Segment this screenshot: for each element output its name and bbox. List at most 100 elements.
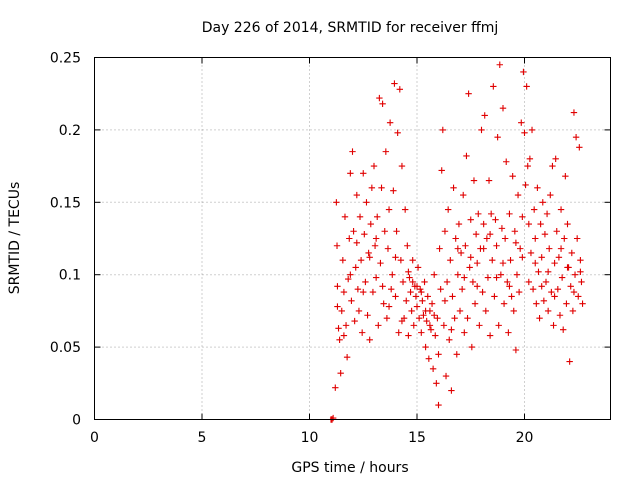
data-point	[391, 80, 398, 87]
data-point	[349, 148, 356, 155]
data-point	[393, 228, 400, 235]
data-point	[361, 230, 368, 238]
data-point	[385, 206, 393, 213]
data-point	[363, 199, 370, 206]
y-tick-label: 0.2	[59, 123, 81, 139]
data-point	[448, 326, 455, 333]
data-point	[386, 119, 394, 126]
data-point	[422, 307, 429, 315]
data-point	[474, 283, 481, 290]
data-point	[544, 307, 552, 315]
data-point	[469, 278, 477, 286]
data-point	[390, 187, 397, 194]
data-point	[556, 312, 564, 319]
data-point	[437, 285, 444, 293]
data-point	[464, 314, 471, 322]
data-point	[495, 322, 502, 329]
data-point	[549, 162, 556, 170]
data-point	[519, 254, 526, 261]
data-point	[377, 259, 384, 267]
data-point	[439, 126, 446, 134]
data-point	[412, 293, 420, 300]
data-point	[465, 90, 472, 97]
data-point	[519, 213, 526, 220]
data-point	[342, 322, 350, 329]
data-point	[451, 314, 458, 322]
data-point	[405, 268, 412, 276]
data-point	[548, 288, 555, 296]
data-point	[528, 126, 536, 134]
x-tick-label: 20	[516, 430, 534, 446]
data-point	[497, 271, 505, 278]
data-point	[332, 384, 339, 391]
data-point	[427, 326, 435, 333]
data-point	[467, 216, 474, 223]
data-point	[540, 297, 548, 304]
data-point	[429, 365, 437, 373]
data-point	[525, 220, 532, 228]
data-point	[389, 271, 396, 278]
data-point	[339, 257, 347, 264]
data-point	[501, 235, 509, 242]
data-point	[350, 228, 357, 235]
data-point	[348, 297, 355, 304]
data-point	[567, 283, 574, 290]
data-point	[509, 173, 516, 180]
data-point	[571, 271, 579, 278]
x-axis-title: GPS time / hours	[291, 460, 408, 476]
data-point	[554, 285, 562, 293]
data-point	[514, 191, 522, 199]
data-point	[413, 303, 421, 310]
data-point	[560, 326, 567, 333]
data-point	[534, 184, 541, 192]
data-point	[398, 317, 406, 325]
data-point	[334, 303, 341, 310]
data-point	[577, 268, 584, 276]
data-point	[333, 199, 340, 206]
data-point	[479, 288, 486, 296]
data-point	[572, 133, 580, 141]
data-point	[573, 235, 581, 242]
data-point	[535, 268, 542, 276]
data-point	[506, 283, 513, 290]
data-point	[369, 288, 377, 296]
data-point	[466, 264, 473, 271]
y-axis-title: SRMTID / TECUs	[7, 182, 23, 295]
data-point	[463, 152, 470, 160]
data-point	[447, 257, 454, 264]
data-point	[532, 259, 539, 267]
data-point	[366, 336, 373, 344]
data-point	[461, 329, 468, 336]
data-point	[457, 249, 465, 257]
data-point	[493, 274, 500, 281]
y-tick-label: 0.25	[50, 51, 81, 67]
data-point	[544, 268, 552, 276]
data-point	[379, 283, 386, 290]
data-point	[340, 288, 348, 296]
data-point	[360, 288, 367, 296]
data-point	[536, 314, 543, 322]
data-point	[468, 343, 476, 351]
data-point	[420, 312, 427, 319]
data-point	[453, 351, 460, 358]
data-point	[458, 285, 466, 293]
data-point	[480, 220, 487, 228]
data-point	[557, 206, 565, 213]
data-point	[505, 329, 512, 336]
data-point	[388, 285, 395, 293]
data-point	[475, 210, 482, 218]
data-point	[375, 322, 382, 329]
data-point	[431, 271, 438, 278]
data-point	[396, 86, 403, 93]
data-point	[347, 170, 354, 177]
x-tick-label: 15	[408, 430, 426, 446]
data-point	[381, 228, 388, 235]
data-point	[413, 283, 421, 290]
data-point	[428, 300, 436, 307]
data-point	[441, 297, 449, 304]
data-point	[452, 235, 459, 242]
data-point	[530, 206, 538, 213]
data-point	[362, 278, 369, 286]
data-point	[520, 68, 527, 76]
data-point	[407, 288, 414, 296]
